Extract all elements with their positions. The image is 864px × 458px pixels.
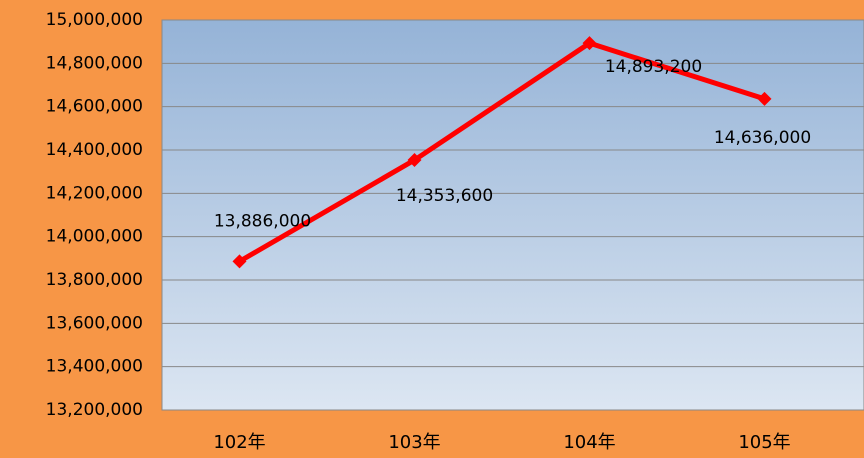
x-tick-label: 102年 [213,432,265,453]
x-tick-label: 103年 [388,432,440,453]
marker [407,153,422,168]
data-label: 14,636,000 [714,128,811,148]
data-label: 14,353,600 [396,186,493,206]
marker [232,254,247,269]
y-tick-label: 14,800,000 [46,53,143,73]
data-label: 14,893,200 [605,57,702,77]
data-label: 13,886,000 [214,211,311,231]
marker [757,91,772,106]
y-tick-label: 13,800,000 [46,270,143,290]
y-tick-label: 14,200,000 [46,183,143,203]
y-tick-label: 13,600,000 [46,313,143,333]
y-tick-label: 13,200,000 [46,400,143,420]
y-tick-label: 14,600,000 [46,97,143,117]
y-tick-label: 14,000,000 [46,227,143,247]
marker [582,36,597,51]
line [238,40,766,264]
x-tick-label: 104年 [563,432,615,453]
y-tick-label: 13,400,000 [46,357,143,377]
x-tick-label: 105年 [738,432,790,453]
y-tick-label: 14,400,000 [46,140,143,160]
plot-area [161,19,864,411]
y-tick-label: 15,000,000 [46,10,143,30]
